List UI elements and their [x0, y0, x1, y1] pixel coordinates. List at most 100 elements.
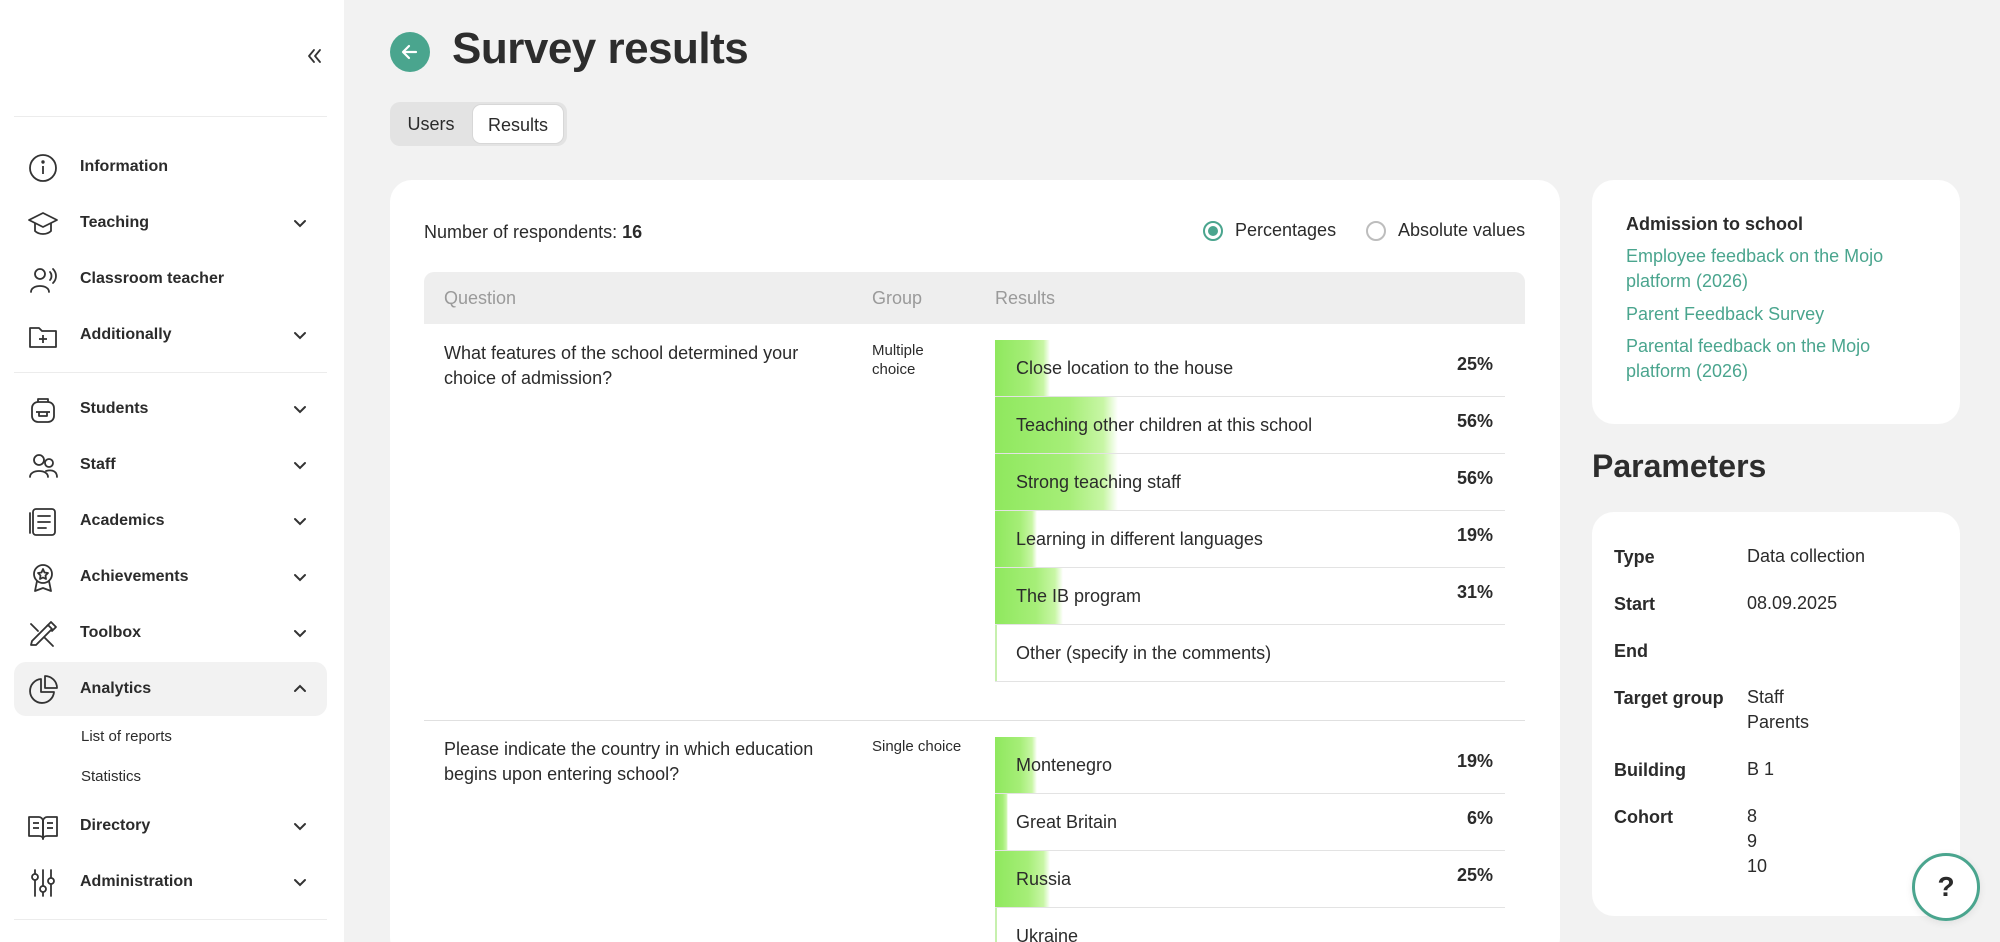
related-survey-link[interactable]: Parent Feedback Survey: [1626, 304, 1825, 324]
backpack-icon: [26, 394, 60, 426]
related-survey-link[interactable]: Employee feedback on the Mojo platform (…: [1626, 246, 1884, 291]
view-tabs: Users Results: [390, 102, 567, 146]
sidebar: Information Teaching Classroom teacher A…: [0, 0, 344, 942]
chevron-down-icon: [290, 325, 310, 345]
answer-percentage: 56%: [1456, 468, 1493, 488]
sidebar-item-academics[interactable]: Academics: [14, 494, 327, 548]
respondents-count: Number of respondents: 16: [424, 222, 642, 243]
table-header: Question Group Results: [424, 272, 1525, 324]
chevron-down-icon: [290, 399, 310, 419]
answer-row: Strong teaching staff 56%: [995, 454, 1505, 511]
answer-percentage: 19%: [1456, 751, 1493, 771]
chevron-down-icon: [290, 455, 310, 475]
folder-plus-icon: [26, 320, 60, 352]
answer-row: The IB program 31%: [995, 568, 1505, 625]
answer-label: Great Britain: [1016, 812, 1118, 832]
answer-percentage: 25%: [1456, 354, 1493, 374]
answer-label: Strong teaching staff: [1016, 472, 1181, 492]
users-icon: [26, 450, 60, 482]
answer-label: Ukraine: [1016, 926, 1079, 942]
sidebar-divider: [14, 919, 327, 920]
sidebar-item-administration[interactable]: Administration: [14, 855, 327, 909]
sidebar-item-label: Academics: [80, 512, 165, 529]
respondents-value: 16: [622, 222, 643, 242]
page-title: Survey results: [452, 24, 749, 73]
cohort-item: 9: [1747, 831, 1758, 851]
tab-results[interactable]: Results: [472, 104, 564, 144]
radio-unchecked-icon: [1366, 220, 1386, 241]
sidebar-item-additionally[interactable]: Additionally: [14, 308, 327, 362]
respondents-label: Number of respondents:: [424, 222, 618, 242]
row-divider: [424, 720, 1525, 721]
tools-icon: [26, 618, 60, 650]
sidebar-item-label: Teaching: [80, 214, 150, 231]
collapse-sidebar-icon[interactable]: [302, 44, 326, 68]
arrow-left-icon: [401, 44, 418, 60]
sidebar-item-label: Analytics: [80, 680, 152, 697]
help-button[interactable]: ?: [1912, 853, 1980, 921]
answer-bar: [995, 568, 1064, 624]
answer-label: Learning in different languages: [1016, 529, 1263, 549]
chevron-down-icon: [290, 816, 310, 836]
sidebar-item-label: Administration: [80, 873, 193, 890]
back-button[interactable]: [390, 32, 430, 72]
percentages-radio[interactable]: Percentages: [1203, 220, 1336, 241]
sidebar-item-achievements[interactable]: Achievements: [14, 550, 327, 604]
sidebar-item-label: Directory: [80, 817, 151, 834]
document-list-icon: [26, 506, 60, 538]
sidebar-divider: [14, 116, 327, 117]
answer-row: Learning in different languages 19%: [995, 511, 1505, 568]
column-header-results: Results: [995, 288, 1056, 308]
sidebar-item-information[interactable]: Information: [14, 140, 327, 194]
book-open-icon: [26, 811, 60, 843]
param-building-value: B 1: [1747, 759, 1775, 779]
answer-label: Close location to the house: [1016, 358, 1234, 378]
sidebar-item-label: Additionally: [80, 326, 172, 343]
answer-label: Montenegro: [1016, 755, 1113, 775]
param-cohort-value: 8 9 10: [1747, 804, 1767, 879]
chevron-down-icon: [290, 623, 310, 643]
cohort-item: 10: [1747, 856, 1768, 876]
sidebar-divider: [14, 372, 327, 373]
sidebar-item-toolbox[interactable]: Toolbox: [14, 606, 327, 660]
answer-row: Ukraine: [995, 908, 1505, 942]
target-group-item: Parents: [1747, 712, 1810, 732]
chevron-down-icon: [290, 213, 310, 233]
sidebar-item-directory[interactable]: Directory: [14, 799, 327, 853]
column-header-group: Group: [872, 288, 923, 308]
tab-users[interactable]: Users: [407, 114, 455, 134]
sidebar-item-label: Students: [80, 400, 149, 417]
sidebar-item-label: Classroom teacher: [80, 270, 225, 287]
param-type-label: Type: [1614, 547, 1655, 567]
answer-bar: [995, 340, 1050, 396]
answer-bar-edge: [995, 625, 997, 681]
answer-row: Close location to the house 25%: [995, 340, 1505, 397]
parameters-card: Type Data collection Start 08.09.2025 En…: [1592, 512, 1960, 916]
sidebar-item-label: Toolbox: [80, 624, 142, 641]
answer-row: Montenegro 19%: [995, 737, 1505, 794]
absolute-values-radio[interactable]: Absolute values: [1366, 220, 1525, 241]
sidebar-item-analytics[interactable]: Analytics: [14, 662, 327, 716]
related-surveys-card: Admission to school Employee feedback on…: [1592, 180, 1960, 424]
sidebar-subitem-statistics[interactable]: Statistics: [81, 768, 142, 785]
chevron-down-icon: [290, 511, 310, 531]
answer-bar: [995, 454, 1119, 510]
chevron-down-icon: [290, 567, 310, 587]
answer-bar-edge: [995, 908, 997, 942]
answer-percentage: 6%: [1466, 808, 1493, 828]
answer-percentage: 19%: [1456, 525, 1493, 545]
param-end-label: End: [1614, 641, 1648, 661]
sidebar-item-label: Achievements: [80, 568, 189, 585]
sidebar-subitem-list-of-reports[interactable]: List of reports: [81, 728, 172, 745]
sidebar-item-students[interactable]: Students: [14, 382, 327, 436]
sidebar-item-staff[interactable]: Staff: [14, 438, 327, 492]
info-icon: [26, 152, 60, 184]
sidebar-item-classroom-teacher[interactable]: Classroom teacher: [14, 252, 327, 306]
answer-label: Teaching other children at this school: [1016, 415, 1313, 435]
answer-bar: [995, 511, 1037, 567]
sidebar-item-teaching[interactable]: Teaching: [14, 196, 327, 250]
answer-label: Russia: [1016, 869, 1072, 889]
answer-bar: [995, 794, 1009, 850]
related-survey-link[interactable]: Parental feedback on the Mojo platform (…: [1626, 336, 1871, 381]
param-target-group-value: Staff Parents: [1747, 685, 1809, 735]
